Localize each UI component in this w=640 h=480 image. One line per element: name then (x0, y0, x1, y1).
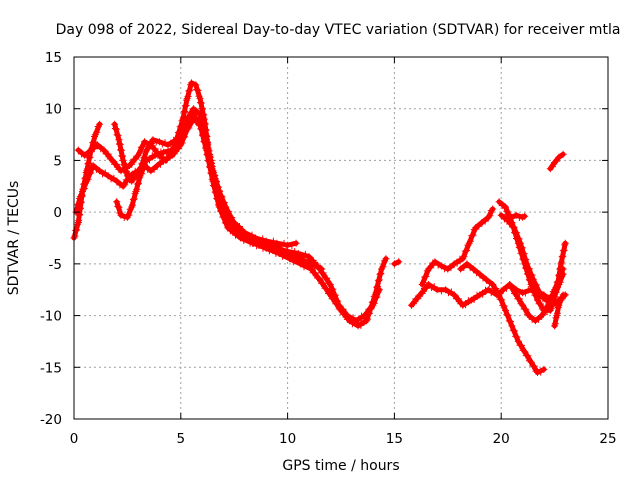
grid-lines (74, 57, 608, 419)
chart-title: Day 098 of 2022, Sidereal Day-to-day VTE… (56, 22, 621, 38)
series-point-markers (546, 150, 567, 173)
series-point-markers (113, 115, 390, 330)
y-tick-label: 0 (53, 205, 62, 221)
x-tick-label: 20 (493, 431, 510, 447)
series-point-markers (504, 210, 529, 221)
y-tick-label: 10 (45, 102, 62, 118)
x-tick-label: 0 (70, 431, 79, 447)
series-track-14 (546, 150, 567, 173)
series-track-9 (457, 260, 548, 376)
y-axis-label: SDTVAR / TECUs (6, 181, 22, 296)
y-tick-label: 15 (45, 50, 62, 66)
series-track-13 (504, 210, 529, 221)
y-tick-label: -10 (40, 309, 62, 325)
series-track-8 (418, 205, 497, 288)
plot-frame (73, 56, 609, 420)
series-track-6 (390, 258, 403, 268)
series-track-12 (506, 265, 567, 325)
x-tick-label: 15 (386, 431, 403, 447)
series-point-markers (111, 79, 383, 325)
x-tick-label: 25 (599, 431, 616, 447)
series-track-5 (113, 115, 390, 330)
y-tick-label: -15 (40, 360, 62, 376)
x-tick-label: 10 (279, 431, 296, 447)
y-tick-label: 5 (53, 153, 62, 169)
y-tick-label: -20 (40, 412, 62, 428)
axis-ticks: 0 5 10 15 20 25 -20 -15 -10 -5 0 5 10 15 (40, 50, 617, 447)
series-track-4 (111, 79, 383, 325)
x-tick-label: 5 (177, 431, 186, 447)
series-point-markers (418, 205, 497, 288)
series-point-markers (457, 260, 548, 376)
y-tick-label: -5 (49, 257, 62, 273)
series-track-15 (551, 291, 567, 330)
series-track (112, 80, 382, 324)
x-axis-label: GPS time / hours (282, 458, 399, 474)
series-point-markers (390, 258, 403, 268)
series-point-markers (506, 265, 567, 325)
data-series (70, 79, 569, 376)
series-point-markers (551, 291, 567, 330)
